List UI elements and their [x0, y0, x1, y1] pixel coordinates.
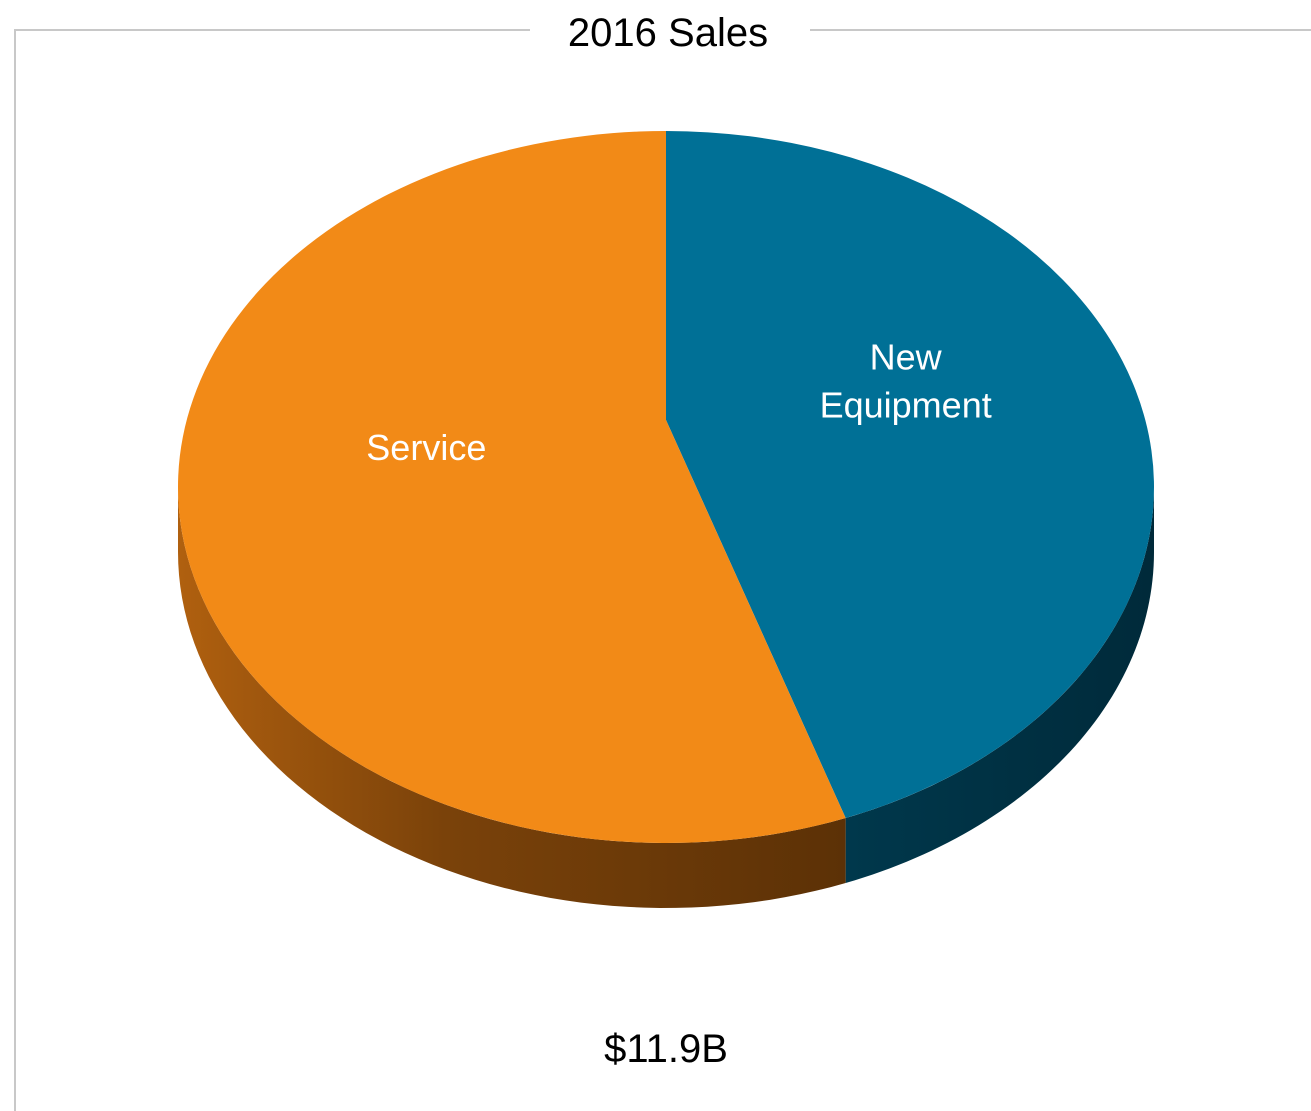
slice — [666, 131, 1155, 819]
slice-side — [178, 487, 846, 908]
total-annotation: $11.9B — [604, 1027, 728, 1071]
chart-frame — [14, 29, 1311, 1111]
pie: New Equipment Service — [178, 131, 1155, 908]
slice-side — [845, 487, 1154, 884]
slice-label: Service — [366, 427, 486, 468]
slice-label: New Equipment — [820, 336, 992, 425]
slice — [178, 131, 846, 843]
chart-title: 2016 Sales — [568, 11, 768, 55]
